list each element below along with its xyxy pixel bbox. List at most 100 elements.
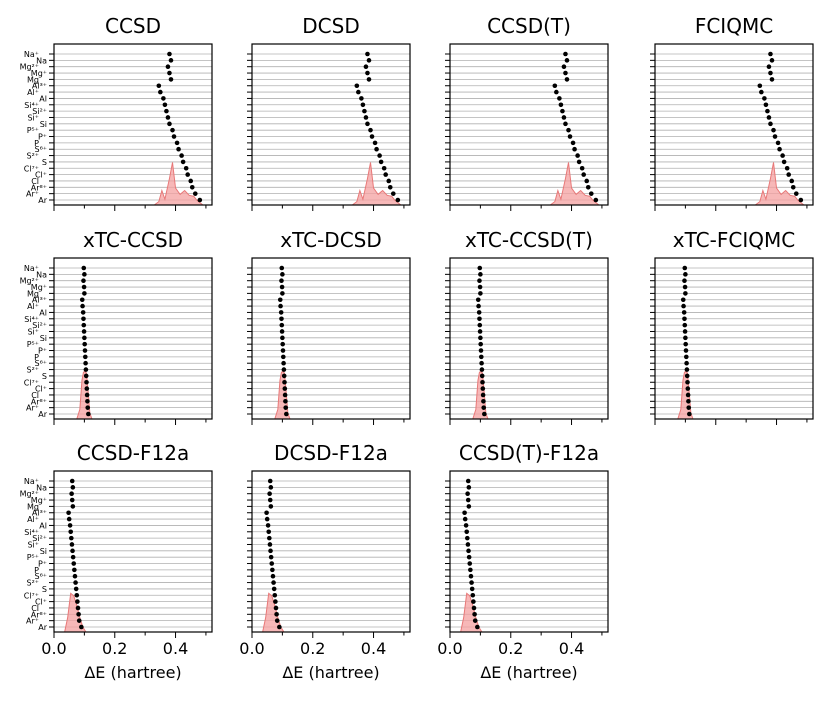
y-tick-label: Na⁺ xyxy=(24,477,39,486)
x-tick-label: 0.0 xyxy=(437,639,462,658)
data-point xyxy=(165,115,171,120)
y-tick-label: S xyxy=(42,158,47,167)
y-tick-label: Si⁴⁺ xyxy=(24,101,39,110)
data-point xyxy=(270,567,275,573)
data-point xyxy=(280,341,285,347)
y-tick-label: S xyxy=(42,585,47,594)
data-point xyxy=(81,278,86,283)
axes-frame xyxy=(449,43,609,206)
data-point xyxy=(69,478,75,484)
data-point xyxy=(69,542,75,547)
data-point xyxy=(462,516,468,522)
x-tick-label: 0.2 xyxy=(102,639,127,658)
data-point xyxy=(372,140,378,146)
data-point xyxy=(179,153,184,158)
data-point xyxy=(264,516,270,522)
y-tick-label: P⁺ xyxy=(38,133,47,142)
data-point xyxy=(576,159,582,165)
data-point xyxy=(681,303,686,309)
data-point xyxy=(466,485,472,490)
data-point xyxy=(277,297,283,303)
y-tick-label: Cl xyxy=(31,604,39,613)
data-point xyxy=(264,510,269,516)
y-tick-label: Mg⁺ xyxy=(31,496,47,505)
data-point xyxy=(683,354,689,360)
data-point xyxy=(279,278,284,283)
data-point xyxy=(772,134,778,139)
data-point xyxy=(475,297,481,303)
data-point xyxy=(560,108,565,114)
data-point xyxy=(83,367,89,372)
data-point xyxy=(554,89,559,95)
y-tick-label: P⁵⁺ xyxy=(27,553,39,562)
data-point xyxy=(478,291,483,296)
data-point xyxy=(76,618,82,623)
axes-frame xyxy=(53,470,213,633)
data-point xyxy=(279,316,284,322)
x-tick-label: 0.4 xyxy=(559,639,584,658)
data-point xyxy=(476,310,482,315)
density-area xyxy=(548,162,601,206)
data-point xyxy=(176,146,181,152)
data-point xyxy=(479,360,484,366)
axes-frame xyxy=(449,257,609,420)
data-point xyxy=(156,83,162,89)
data-point xyxy=(463,523,469,528)
panel-title: DCSD-F12a xyxy=(274,441,388,465)
data-point xyxy=(566,127,571,133)
data-point xyxy=(82,348,88,353)
data-point xyxy=(478,348,484,353)
panel-xtc-fciqmc: xTC-FCIQMC xyxy=(650,228,814,425)
data-point xyxy=(381,165,387,171)
data-point xyxy=(478,354,484,360)
data-point xyxy=(82,354,88,360)
panel-ccsd: CCSD Na⁺NaMg²⁺Mg⁺MgAl³⁺Al⁺AlSi⁴⁺Si²⁺Si⁺Si… xyxy=(20,14,213,211)
y-tick-label: Si xyxy=(40,547,47,556)
y-tick-label: Si⁺ xyxy=(27,327,39,336)
y-tick-label: Mg²⁺ xyxy=(20,490,39,499)
data-point xyxy=(267,535,272,541)
data-point xyxy=(570,140,576,146)
data-point xyxy=(685,379,690,385)
data-point xyxy=(784,165,790,171)
panel-ccsd-t-f12a: CCSD(T)-F12a 0.0 0.2 0.4 ΔE (hartree) xyxy=(437,441,609,682)
data-point xyxy=(682,316,687,322)
data-point xyxy=(71,561,77,566)
data-point xyxy=(768,121,773,127)
y-tick-label: Si²⁺ xyxy=(32,321,47,330)
data-point xyxy=(83,373,89,379)
y-tick-label: Si⁺ xyxy=(27,113,39,122)
data-point xyxy=(462,510,467,516)
data-point xyxy=(81,329,87,334)
data-point xyxy=(273,599,278,604)
data-point xyxy=(84,392,90,398)
y-tick-label: S²⁺ xyxy=(26,152,39,161)
data-point xyxy=(70,554,76,560)
data-point xyxy=(66,516,72,522)
data-point xyxy=(283,405,289,410)
data-point xyxy=(81,322,87,328)
axes-frame xyxy=(53,257,213,420)
y-tick-label: Si²⁺ xyxy=(32,534,47,543)
panel-xtc-ccsd: xTC-CCSDNa⁺NaMg²⁺Mg⁺MgAl³⁺Al⁺AlSi⁴⁺Si²⁺S… xyxy=(20,228,213,425)
y-tick-label: P⁵⁺ xyxy=(27,126,39,135)
data-point xyxy=(80,310,86,315)
data-point xyxy=(686,405,692,410)
y-tick-label: Si xyxy=(40,120,47,129)
data-point xyxy=(478,335,483,341)
panel-title: DCSD xyxy=(302,14,359,38)
density-area xyxy=(753,162,806,206)
y-tick-label: Ar⁸⁺ xyxy=(31,183,47,192)
data-point xyxy=(683,348,689,353)
y-tick-label: S⁶⁺ xyxy=(34,145,47,154)
data-point xyxy=(561,64,567,69)
data-point xyxy=(769,77,775,82)
data-point xyxy=(470,592,476,598)
panel-dcsd-f12a: DCSD-F12a 0.0 0.2 0.4 ΔE (hartree) xyxy=(239,441,411,682)
data-point xyxy=(365,121,370,127)
data-point xyxy=(271,586,277,592)
y-tick-label: S²⁺ xyxy=(26,366,39,375)
data-point xyxy=(75,605,81,611)
data-point xyxy=(185,172,190,177)
y-tick-label: Al³⁺ xyxy=(32,82,47,91)
